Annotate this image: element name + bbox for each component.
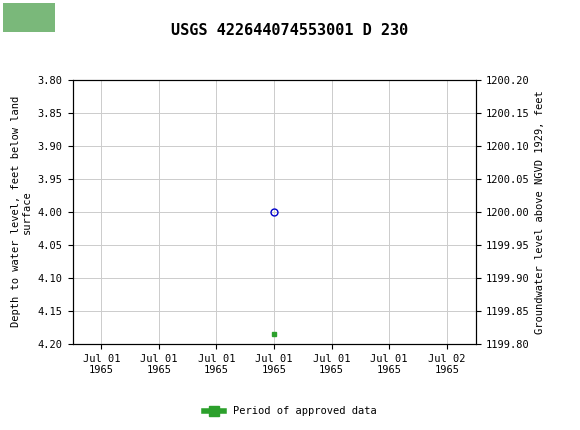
- Legend: Period of approved data: Period of approved data: [200, 402, 380, 421]
- Y-axis label: Depth to water level, feet below land
surface: Depth to water level, feet below land su…: [10, 96, 32, 327]
- Text: USGS 422644074553001 D 230: USGS 422644074553001 D 230: [171, 23, 409, 37]
- Y-axis label: Groundwater level above NGVD 1929, feet: Groundwater level above NGVD 1929, feet: [535, 90, 545, 334]
- Text: USGS: USGS: [61, 9, 116, 27]
- Bar: [3, 3, 55, 32]
